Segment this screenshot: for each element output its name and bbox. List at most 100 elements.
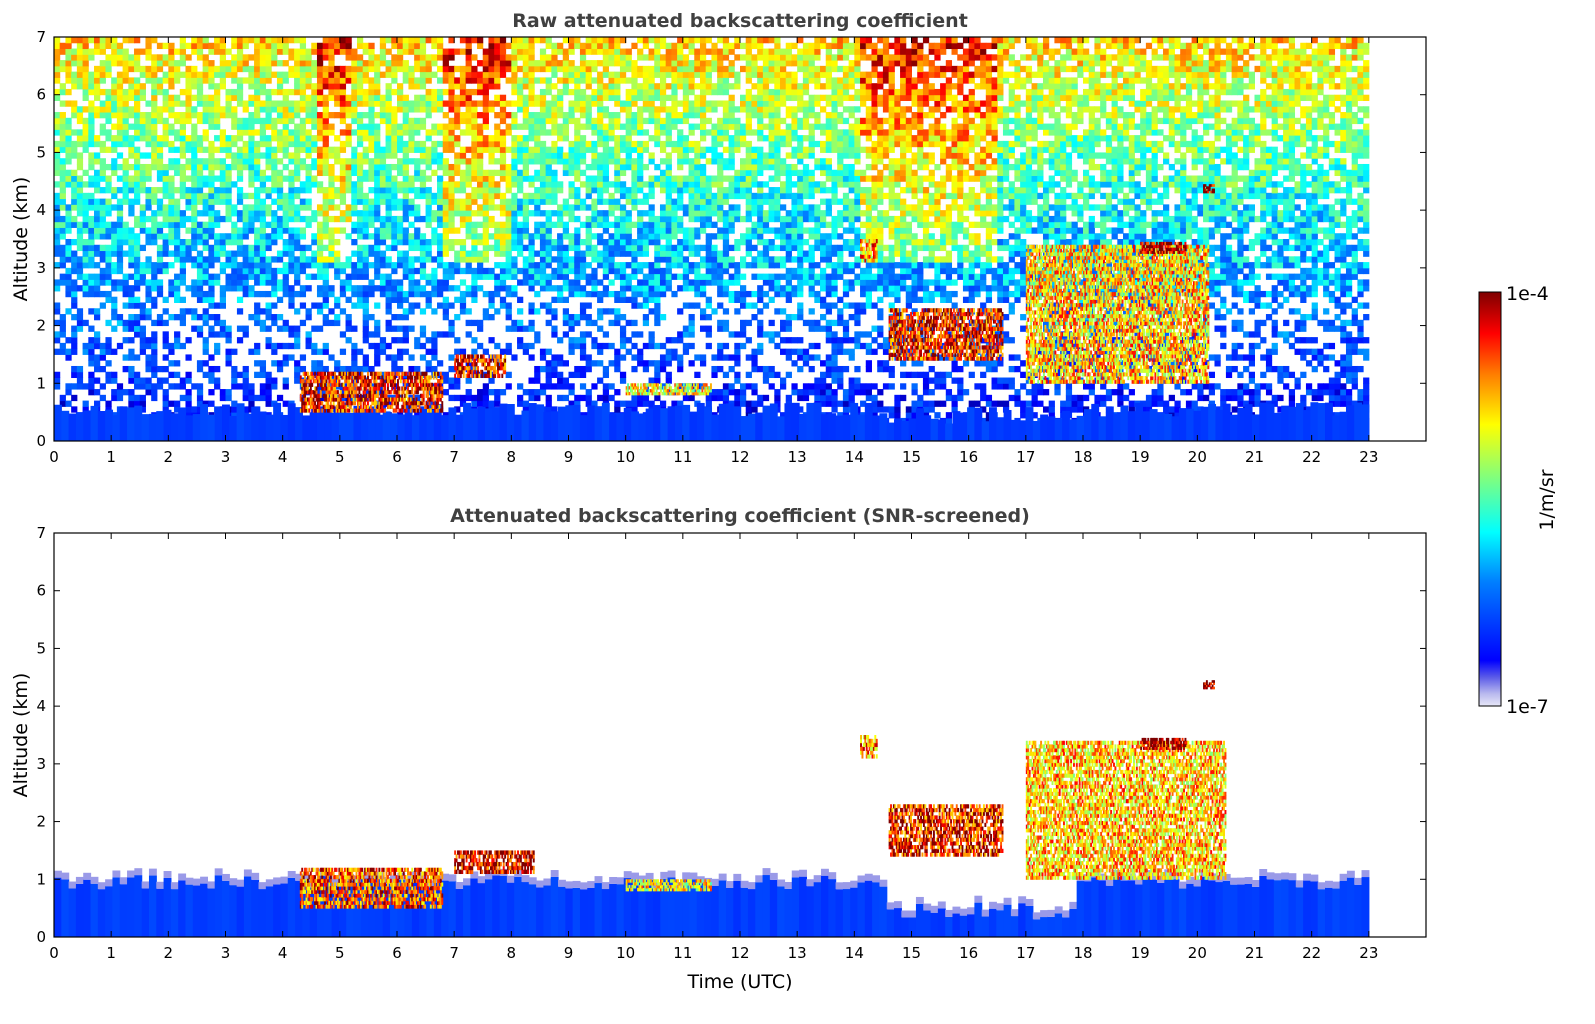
noise-cell <box>266 383 272 389</box>
noise-cell <box>534 337 540 343</box>
noise-cell <box>637 89 643 95</box>
noise-cell <box>71 285 77 291</box>
noise-cell <box>414 83 420 89</box>
noise-cell <box>477 262 483 268</box>
noise-cell <box>145 297 151 303</box>
noise-cell <box>180 141 186 147</box>
noise-cell <box>477 152 483 158</box>
noise-cell <box>488 176 494 182</box>
noise-cell <box>620 54 626 60</box>
noise-cell <box>100 147 106 153</box>
noise-cell <box>591 129 597 135</box>
noise-cell <box>128 164 134 170</box>
noise-cell <box>283 210 289 216</box>
noise-cell <box>534 147 540 153</box>
noise-cell <box>614 389 620 395</box>
noise-cell <box>426 193 432 199</box>
noise-cell <box>414 302 420 308</box>
noise-cell <box>191 43 197 49</box>
noise-cell <box>351 349 357 355</box>
noise-cell <box>168 72 174 78</box>
noise-cell <box>443 372 449 378</box>
noise-cell <box>414 285 420 291</box>
noise-cell <box>328 262 334 268</box>
noise-cell <box>614 118 620 124</box>
noise-cell <box>334 251 340 257</box>
noise-cell <box>563 199 569 205</box>
noise-cell <box>643 239 649 245</box>
noise-cell <box>260 291 266 297</box>
noise-cell <box>569 43 575 49</box>
noise-cell <box>237 158 243 164</box>
noise-cell <box>574 118 580 124</box>
noise-cell <box>266 54 272 60</box>
noise-cell <box>71 349 77 355</box>
noise-cell <box>260 239 266 245</box>
noise-cell <box>517 147 523 153</box>
noise-cell <box>191 66 197 72</box>
noise-cell <box>380 43 386 49</box>
noise-cell <box>65 100 71 106</box>
noise-cell <box>65 216 71 222</box>
noise-cell <box>654 112 660 118</box>
noise-cell <box>557 383 563 389</box>
noise-cell <box>386 89 392 95</box>
noise-cell <box>408 210 414 216</box>
noise-cell <box>248 141 254 147</box>
noise-cell <box>214 147 220 153</box>
noise-cell <box>637 291 643 297</box>
noise-cell <box>506 147 512 153</box>
noise-cell <box>77 256 83 262</box>
noise-cell <box>414 268 420 274</box>
noise-cell <box>448 366 454 372</box>
noise-cell <box>134 164 140 170</box>
noise-cell <box>145 268 151 274</box>
noise-cell <box>123 135 129 141</box>
noise-cell <box>77 118 83 124</box>
noise-cell <box>328 227 334 233</box>
noise-cell <box>591 100 597 106</box>
noise-cell <box>368 245 374 251</box>
noise-cell <box>523 147 529 153</box>
noise-cell <box>111 187 117 193</box>
noise-cell <box>60 83 66 89</box>
noise-cell <box>134 54 140 60</box>
noise-cell <box>231 378 237 384</box>
noise-cell <box>649 54 655 60</box>
noise-cell <box>71 141 77 147</box>
noise-cell <box>363 204 369 210</box>
noise-cell <box>643 106 649 112</box>
noise-cell <box>323 83 329 89</box>
noise-cell <box>323 343 329 349</box>
noise-cell <box>94 89 100 95</box>
noise-cell <box>243 262 249 268</box>
noise-cell <box>105 227 111 233</box>
noise-cell <box>71 193 77 199</box>
noise-cell <box>466 49 472 55</box>
noise-cell <box>483 251 489 257</box>
noise-cell <box>65 245 71 251</box>
noise-cell <box>317 77 323 83</box>
noise-cell <box>208 164 214 170</box>
noise-cell <box>151 37 157 43</box>
noise-cell <box>443 147 449 153</box>
noise-cell <box>117 135 123 141</box>
noise-cell <box>231 66 237 72</box>
noise-cell <box>111 262 117 268</box>
noise-cell <box>557 337 563 343</box>
noise-cell <box>254 349 260 355</box>
noise-cell <box>637 268 643 274</box>
noise-cell <box>637 106 643 112</box>
noise-cell <box>363 268 369 274</box>
noise-cell <box>666 233 672 239</box>
noise-cell <box>569 49 575 55</box>
noise-cell <box>397 83 403 89</box>
noise-cell <box>563 164 569 170</box>
noise-cell <box>443 389 449 395</box>
noise-cell <box>157 158 163 164</box>
noise-cell <box>626 124 632 130</box>
noise-cell <box>557 77 563 83</box>
noise-cell <box>88 37 94 43</box>
noise-cell <box>483 308 489 314</box>
noise-cell <box>123 337 129 343</box>
